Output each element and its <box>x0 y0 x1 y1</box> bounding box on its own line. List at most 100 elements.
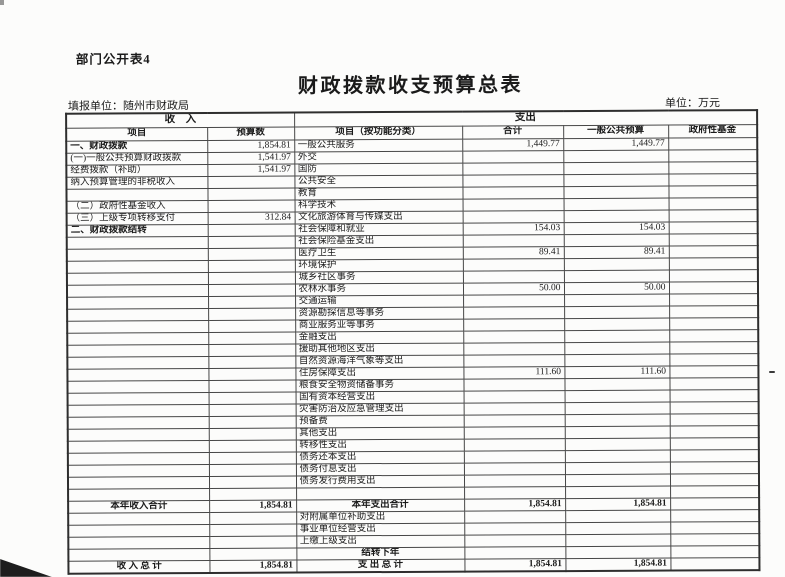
cell-ex: 援助其他地区支出 <box>295 343 464 357</box>
cell-exf <box>670 497 760 511</box>
cell-in: 经费拨款（补助） <box>66 164 208 178</box>
cell-exf <box>670 485 760 499</box>
cell-exg <box>565 486 671 499</box>
cell-ext <box>462 258 564 272</box>
cell-exg <box>563 270 669 283</box>
cell-exg: 1,854.81 <box>565 558 671 572</box>
cell-ex: 粮食安全物资储备事务 <box>295 379 464 393</box>
cell-inv <box>208 332 296 345</box>
cell-inv <box>208 392 296 405</box>
col-header-general-public-budget: 一般公共预算 <box>563 125 669 139</box>
cell-ex: 自然资源海洋气象等支出 <box>295 355 464 369</box>
cell-exf <box>668 149 758 163</box>
cell-ex: 灾害防治及应急管理支出 <box>295 403 464 417</box>
cell-in <box>67 380 209 394</box>
cell-ext <box>463 318 565 332</box>
cell-exg <box>564 450 670 463</box>
cell-exf <box>668 221 758 235</box>
cell-ex: 国防 <box>294 163 463 177</box>
cell-ex: 交通运输 <box>295 295 464 309</box>
cell-exf <box>668 197 758 211</box>
cell-in <box>68 548 210 562</box>
cell-exf <box>668 245 758 259</box>
cell-exg <box>563 162 669 175</box>
cell-ext <box>462 162 564 176</box>
cell-exg <box>563 258 669 271</box>
cell-inv: 1,854.81 <box>209 500 297 513</box>
cell-ext <box>463 462 565 476</box>
cell-exf <box>670 533 760 547</box>
cell-inv <box>208 368 296 381</box>
cell-ext <box>463 306 565 320</box>
cell-ex: 社会保障和就业 <box>294 223 463 237</box>
cell-ex: 债务付息支出 <box>295 463 464 477</box>
cell-ex: 农林水事务 <box>294 283 464 297</box>
cell-in <box>67 404 209 418</box>
cell-ext <box>463 378 565 392</box>
cell-in <box>67 356 209 370</box>
cell-in <box>67 476 210 490</box>
cell-exf <box>668 257 758 271</box>
cell-inv <box>208 404 296 417</box>
cell-exg <box>564 414 670 427</box>
scan-artifact-speck <box>0 0 4 5</box>
cell-inv <box>207 224 295 237</box>
cell-ext: 111.60 <box>463 366 565 380</box>
cell-in <box>66 188 208 202</box>
unit-label: 单位：万元 <box>665 97 721 110</box>
cell-exf <box>669 401 759 415</box>
cell-inv <box>207 284 296 297</box>
cell-ex: 转移性支出 <box>295 439 464 453</box>
page-title: 财政拨款收支预算总表 <box>297 74 523 98</box>
cell-exf <box>669 365 759 379</box>
cell-ext: 89.41 <box>462 246 564 260</box>
cell-ex: 文化旅游体育与传媒支出 <box>294 211 463 225</box>
cell-ext <box>462 186 564 200</box>
cell-in <box>66 248 208 262</box>
cell-inv: 312.84 <box>207 212 295 225</box>
cell-ext <box>463 426 565 440</box>
cell-in: 一、财政拨款 <box>66 140 208 154</box>
cell-exg: 1,854.81 <box>565 498 671 511</box>
cell-exf <box>670 521 760 535</box>
cell-in: （二）政府性基金收入 <box>66 200 208 214</box>
table-row: 收 入 总 计 1,854.81 支 出 总 计 1,854.81 1,854.81 <box>68 557 760 574</box>
col-header-total: 合计 <box>462 125 564 140</box>
cell-ext <box>462 174 564 188</box>
cell-ext <box>463 450 565 464</box>
cell-exg <box>564 390 670 403</box>
cell-inv <box>208 476 297 489</box>
cell-ex <box>296 487 465 501</box>
cell-inv: 1,541.97 <box>207 164 295 177</box>
cell-ext <box>464 534 566 548</box>
cell-exf <box>670 557 760 571</box>
cell-exf <box>669 461 759 475</box>
cell-ext: 1,854.81 <box>464 558 566 572</box>
cell-exf <box>669 305 759 319</box>
cell-ex: 事业单位经营支出 <box>296 523 465 537</box>
cell-exf <box>669 449 759 463</box>
cell-ex: 科学技术 <box>294 199 463 213</box>
cell-in <box>66 284 209 298</box>
cell-exf <box>669 437 759 451</box>
cell-exf <box>668 161 758 175</box>
cell-in <box>66 236 208 250</box>
cell-inv <box>209 488 297 501</box>
cell-inv: 1,541.97 <box>207 152 295 165</box>
cell-exg <box>563 186 669 199</box>
cell-exf <box>668 173 758 187</box>
cell-exg <box>564 438 670 451</box>
cell-in: (一)一般公共预算财政拨款 <box>66 152 208 166</box>
cell-in <box>67 440 209 454</box>
cell-exg <box>564 474 671 487</box>
cell-exf <box>668 137 758 151</box>
cell-exg <box>564 342 670 355</box>
cell-inv <box>207 260 295 273</box>
cell-inv <box>208 344 296 357</box>
cell-exg: 89.41 <box>563 246 669 259</box>
cell-in: 本年收入合计 <box>68 500 210 514</box>
cell-inv <box>208 356 296 369</box>
cell-ex: 一般公共服务 <box>294 139 463 153</box>
cell-inv <box>208 416 296 429</box>
cell-in: 收 入 总 计 <box>68 560 210 574</box>
